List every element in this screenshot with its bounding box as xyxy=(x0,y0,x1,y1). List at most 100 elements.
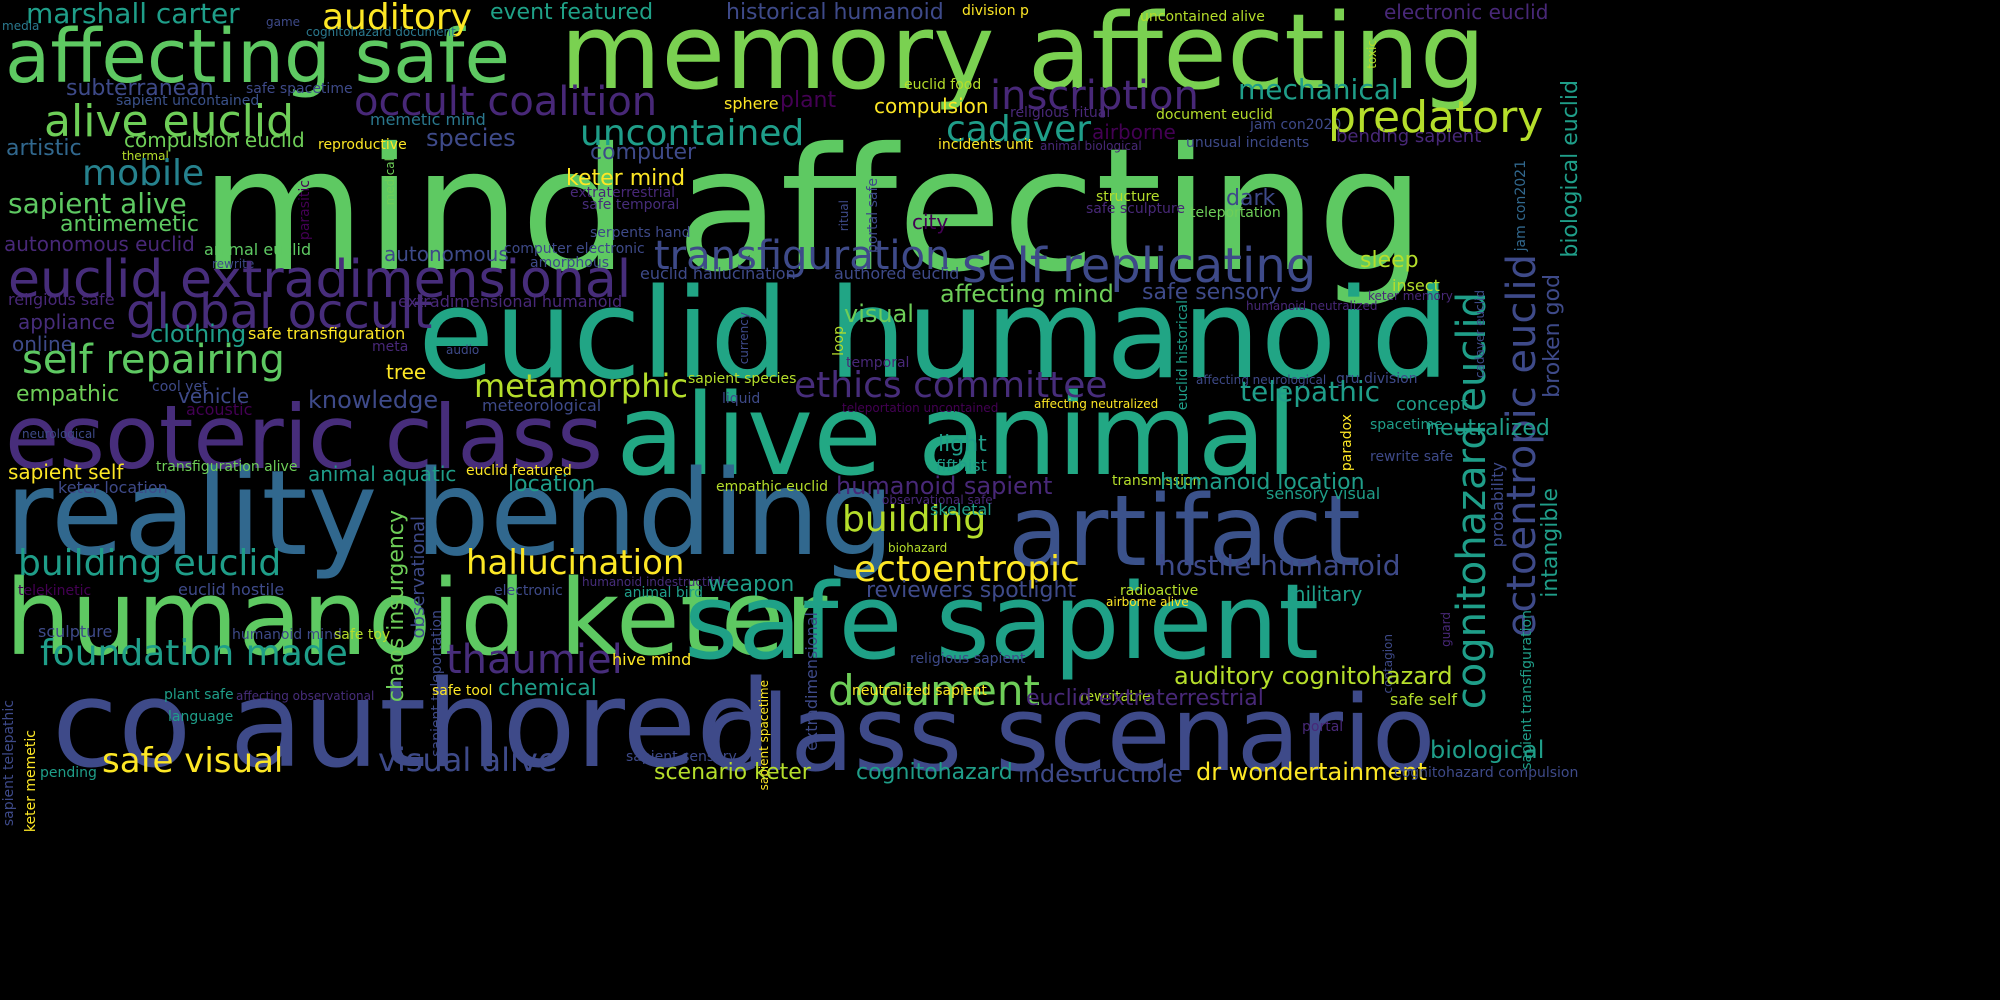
word: inscription xyxy=(990,73,1199,119)
word: neutralized xyxy=(1426,416,1550,441)
word: keter memory xyxy=(1368,289,1453,303)
word: clothing xyxy=(150,320,247,348)
word: species xyxy=(426,124,516,152)
word: loop xyxy=(831,326,847,356)
word: airborne alive xyxy=(1106,595,1189,609)
word: location xyxy=(508,472,596,497)
word: chemical xyxy=(498,676,597,701)
word: artifact xyxy=(1008,475,1361,589)
word: rewrite xyxy=(212,257,255,271)
word: fifthist xyxy=(936,456,987,475)
word: observational safe xyxy=(882,493,993,507)
word: chaos insurgency xyxy=(384,510,409,703)
word: game xyxy=(266,15,301,29)
word: ectoentropic xyxy=(854,549,1080,590)
word: city xyxy=(912,210,949,234)
word: unusual incidents xyxy=(1186,135,1310,151)
word: safe self xyxy=(1390,690,1457,709)
word: jam con2020 xyxy=(1250,117,1342,133)
word: rewritable xyxy=(1080,689,1151,705)
word: audio xyxy=(446,343,480,357)
word: religious sapient xyxy=(910,651,1026,667)
word: media xyxy=(2,19,40,33)
word: hive mind xyxy=(612,650,692,669)
word: empathic euclid xyxy=(716,479,828,495)
word: spacetime xyxy=(1370,417,1443,433)
word: temporal xyxy=(846,355,910,371)
word: paradox xyxy=(1339,414,1355,472)
word: euclid featured xyxy=(466,463,572,479)
word: online xyxy=(12,332,74,356)
word: knowledge xyxy=(308,386,439,414)
word: animal aquatic xyxy=(308,462,457,486)
word: neutralized sapient xyxy=(852,683,987,699)
word: tree xyxy=(386,360,427,384)
word: language xyxy=(168,709,234,725)
word: affecting mind xyxy=(940,280,1114,308)
word: vehicle xyxy=(178,384,250,408)
word: medical xyxy=(383,158,397,206)
word: sapient uncontained xyxy=(116,93,260,109)
word: religious safe xyxy=(8,290,115,309)
word: sapient sensory xyxy=(626,749,737,765)
word: extradimensional humanoid xyxy=(398,292,623,311)
word: ectoentropic euclid xyxy=(1499,254,1545,638)
word: ritual xyxy=(837,200,851,232)
word: portal xyxy=(1302,719,1344,735)
word: parasitic xyxy=(297,180,313,241)
word: sensory visual xyxy=(1266,484,1381,503)
word: euclid food xyxy=(904,77,982,93)
word: memetic mind xyxy=(370,110,486,129)
word: radioactive xyxy=(1120,583,1199,599)
word: global occult xyxy=(126,284,433,340)
word: safe spacetime xyxy=(246,81,353,97)
word: religious ritual xyxy=(1010,105,1111,121)
word: mobile xyxy=(82,153,205,194)
word: sapient self xyxy=(8,460,124,484)
word: liquid xyxy=(722,391,761,407)
word: computer electronic xyxy=(504,241,645,257)
word: appliance xyxy=(18,310,115,334)
word: toxic xyxy=(1365,40,1379,69)
word: class scenario xyxy=(704,673,1436,795)
word: cool yet xyxy=(152,379,208,395)
word: marshall carter xyxy=(26,0,240,30)
word: probability xyxy=(1488,462,1507,548)
word: safe sculpture xyxy=(1086,201,1185,217)
word: euclid historical xyxy=(1175,300,1191,411)
word: military xyxy=(1286,582,1363,606)
word: affecting xyxy=(676,112,1425,310)
word: authored euclid xyxy=(834,264,960,283)
word: safe sapient xyxy=(684,561,1320,683)
word: insect xyxy=(1392,276,1440,295)
word: cognitohazard xyxy=(856,760,1013,785)
word: humanoid location xyxy=(1160,470,1365,495)
word: document xyxy=(828,666,1040,715)
word: animal biological xyxy=(1040,139,1142,153)
word: safe tool xyxy=(432,683,493,699)
word: skeletal xyxy=(930,500,992,519)
word: euclid extraterrestrial xyxy=(1026,686,1264,711)
word: self replicating xyxy=(962,238,1317,294)
word: cognitohazard compulsion xyxy=(1394,765,1579,781)
word: serpents hand xyxy=(590,225,691,241)
word: compulsion euclid xyxy=(124,128,305,152)
word: humanoid sapient xyxy=(836,472,1053,500)
word: building euclid xyxy=(18,543,282,584)
word: extraterrestrial xyxy=(570,185,676,201)
word: visual xyxy=(844,300,914,328)
word: safe toy xyxy=(334,627,391,643)
word: indestructible xyxy=(1018,760,1183,788)
word: guard xyxy=(1439,612,1453,647)
word: light xyxy=(938,432,987,457)
word: euclid hallucination xyxy=(640,264,796,283)
word: safe visual xyxy=(102,741,284,781)
word: cadaver xyxy=(946,109,1092,150)
word: autonomous xyxy=(384,242,509,266)
word: safe transfiguration xyxy=(248,324,406,343)
word: thermal xyxy=(122,149,169,163)
word: antimemetic xyxy=(60,212,199,237)
word: subterranean xyxy=(66,76,214,101)
word: humanoid neutralized xyxy=(1246,299,1378,313)
